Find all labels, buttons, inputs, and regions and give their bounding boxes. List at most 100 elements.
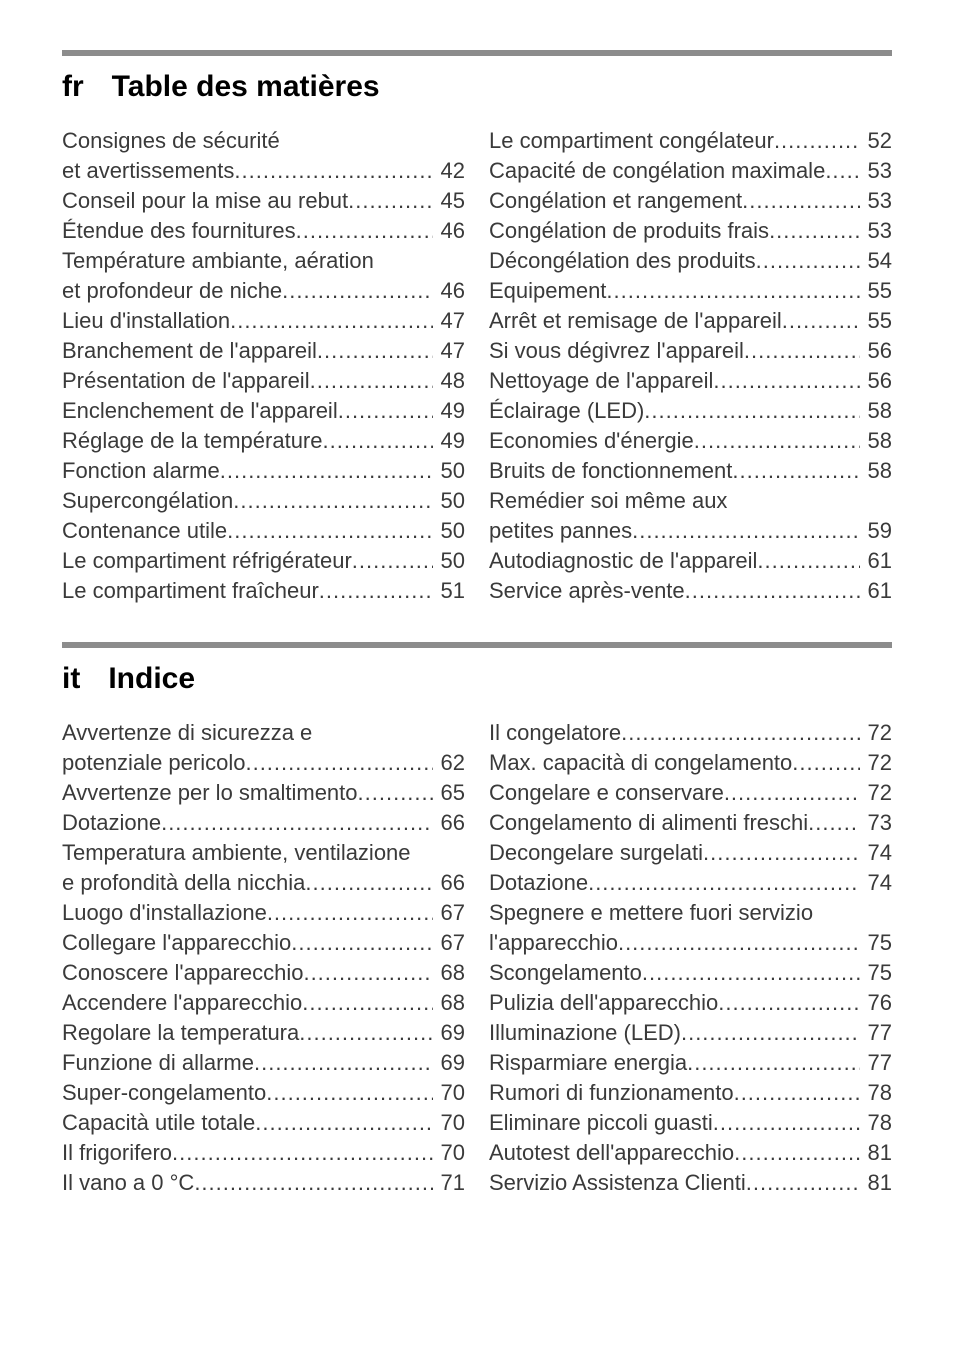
rule-mid <box>62 642 892 648</box>
toc-entry-label: Autotest dell'apparecchio <box>489 1138 734 1168</box>
toc-dot-leader: ........................................… <box>774 126 860 156</box>
toc-entry: Éclairage (LED) ........................… <box>489 396 892 426</box>
toc-entry-page: 69 <box>433 1048 465 1078</box>
toc-entry-label: Scongelamento <box>489 958 642 988</box>
toc-entry-label: Regolare la temperatura <box>62 1018 299 1048</box>
toc-entry: Dotazione ..............................… <box>62 808 465 838</box>
toc-entry-label: Pulizia dell'apparecchio <box>489 988 718 1018</box>
toc-dot-leader: ........................................… <box>644 396 859 426</box>
toc-wrap-line: Avvertenze di sicurezza e <box>62 718 465 748</box>
toc-wrap-line: Consignes de sécurité <box>62 126 465 156</box>
toc-entry-page: 53 <box>860 216 892 246</box>
toc-entry-label: Max. capacità di congelamento <box>489 748 792 778</box>
toc-entry-page: 58 <box>860 396 892 426</box>
toc-entry-page: 55 <box>860 306 892 336</box>
toc-dot-leader: ........................................… <box>352 546 433 576</box>
toc-dot-leader: ........................................… <box>792 748 859 778</box>
toc-dot-leader: ........................................… <box>606 276 859 306</box>
toc-entry: Arrêt et remisage de l'appareil ........… <box>489 306 892 336</box>
toc-entry: Il vano a 0 °C .........................… <box>62 1168 465 1198</box>
toc-entry-page: 54 <box>860 246 892 276</box>
toc-dot-leader: ........................................… <box>632 516 859 546</box>
toc-entry-label: Arrêt et remisage de l'appareil <box>489 306 782 336</box>
toc-entry-page: 76 <box>860 988 892 1018</box>
toc-columns-2: Avvertenze di sicurezza epotenziale peri… <box>62 718 892 1198</box>
toc-dot-leader: ........................................… <box>348 186 432 216</box>
toc-entry-label: Avvertenze per lo smaltimento <box>62 778 358 808</box>
toc-entry-page: 50 <box>433 516 465 546</box>
toc-dot-leader: ........................................… <box>233 486 432 516</box>
toc-dot-leader: ........................................… <box>642 958 860 988</box>
toc-entry-page: 68 <box>433 958 465 988</box>
toc-dot-leader: ........................................… <box>621 718 859 748</box>
toc-entry-label: Collegare l'apparecchio <box>62 928 291 958</box>
toc-dot-leader: ........................................… <box>685 576 860 606</box>
toc-dot-leader: ........................................… <box>161 808 432 838</box>
toc-entry: Dotazione ..............................… <box>489 868 892 898</box>
toc-dot-leader: ........................................… <box>234 156 432 186</box>
toc-dot-leader: ........................................… <box>732 456 859 486</box>
toc-entry-page: 48 <box>433 366 465 396</box>
toc-entry: Collegare l'apparecchio ................… <box>62 928 465 958</box>
toc-entry-label: Rumori di funzionamento <box>489 1078 734 1108</box>
toc-entry-label: Enclenchement de l'appareil <box>62 396 338 426</box>
toc-dot-leader: ........................................… <box>254 1048 433 1078</box>
toc-entry-page: 47 <box>433 306 465 336</box>
toc-entry-label: Supercongélation <box>62 486 233 516</box>
toc-entry-label: Funzione di allarme <box>62 1048 254 1078</box>
toc-entry: Conoscere l'apparecchio ................… <box>62 958 465 988</box>
toc-entry-label: Dotazione <box>62 808 161 838</box>
toc-entry: Eliminare piccoli guasti ...............… <box>489 1108 892 1138</box>
toc-dot-leader: ........................................… <box>220 456 433 486</box>
toc-dot-leader: ........................................… <box>681 1018 860 1048</box>
toc-entry-label: Service après-vente <box>489 576 685 606</box>
toc-entry-page: 66 <box>433 808 465 838</box>
toc-entry-page: 77 <box>860 1018 892 1048</box>
toc-entry: Risparmiare energia ....................… <box>489 1048 892 1078</box>
toc-entry-page: 67 <box>433 898 465 928</box>
toc-dot-leader: ........................................… <box>734 1138 859 1168</box>
toc-entry: Branchement de l'appareil ..............… <box>62 336 465 366</box>
toc-wrap-line: Spegnere e mettere fuori servizio <box>489 898 892 928</box>
toc-entry-label: Autodiagnostic de l'appareil <box>489 546 757 576</box>
toc-dot-leader: ........................................… <box>769 216 859 246</box>
toc-entry-page: 71 <box>433 1168 465 1198</box>
toc-entry-page: 56 <box>860 366 892 396</box>
toc-entry-label: Congelamento di alimenti freschi <box>489 808 808 838</box>
toc-wrap-line: Remédier soi même aux <box>489 486 892 516</box>
toc-entry-page: 73 <box>860 808 892 838</box>
toc-dot-leader: ........................................… <box>317 336 433 366</box>
toc-entry: et profondeur de niche .................… <box>62 276 465 306</box>
page-root: fr Table des matières Consignes de sécur… <box>0 0 954 1258</box>
toc-entry-label: Il congelatore <box>489 718 621 748</box>
toc-dot-leader: ........................................… <box>618 928 860 958</box>
toc-entry: e profondità della nicchia .............… <box>62 868 465 898</box>
toc-entry-label: et profondeur de niche <box>62 276 282 306</box>
toc-entry-page: 55 <box>860 276 892 306</box>
toc-entry: et avertissements ......................… <box>62 156 465 186</box>
toc-entry-page: 65 <box>433 778 465 808</box>
toc-entry-page: 56 <box>860 336 892 366</box>
toc-dot-leader: ........................................… <box>825 156 859 186</box>
toc-columns-1: Consignes de sécuritéet avertissements .… <box>62 126 892 606</box>
toc-entry-page: 78 <box>860 1078 892 1108</box>
toc-entry: Pulizia dell'apparecchio ...............… <box>489 988 892 1018</box>
toc-dot-leader: ........................................… <box>302 988 432 1018</box>
toc-entry-label: Lieu d'installation <box>62 306 230 336</box>
toc-entry: Étendue des fournitures ................… <box>62 216 465 246</box>
toc-entry-label: Étendue des fournitures <box>62 216 296 246</box>
toc-entry-label: Le compartiment fraîcheur <box>62 576 319 606</box>
toc-entry-page: 61 <box>860 546 892 576</box>
toc-entry: l'apparecchio ..........................… <box>489 928 892 958</box>
toc-dot-leader: ........................................… <box>282 276 432 306</box>
toc-entry-label: Le compartiment réfrigérateur <box>62 546 352 576</box>
toc-entry-page: 49 <box>433 396 465 426</box>
toc-dot-leader: ........................................… <box>230 306 432 336</box>
toc-dot-leader: ........................................… <box>296 216 433 246</box>
toc-entry: Avvertenze per lo smaltimento ..........… <box>62 778 465 808</box>
toc-entry-page: 46 <box>433 216 465 246</box>
toc-entry-page: 58 <box>860 426 892 456</box>
toc-entry-label: Accendere l'apparecchio <box>62 988 302 1018</box>
toc-entry-page: 59 <box>860 516 892 546</box>
toc-entry-label: Conoscere l'apparecchio <box>62 958 303 988</box>
